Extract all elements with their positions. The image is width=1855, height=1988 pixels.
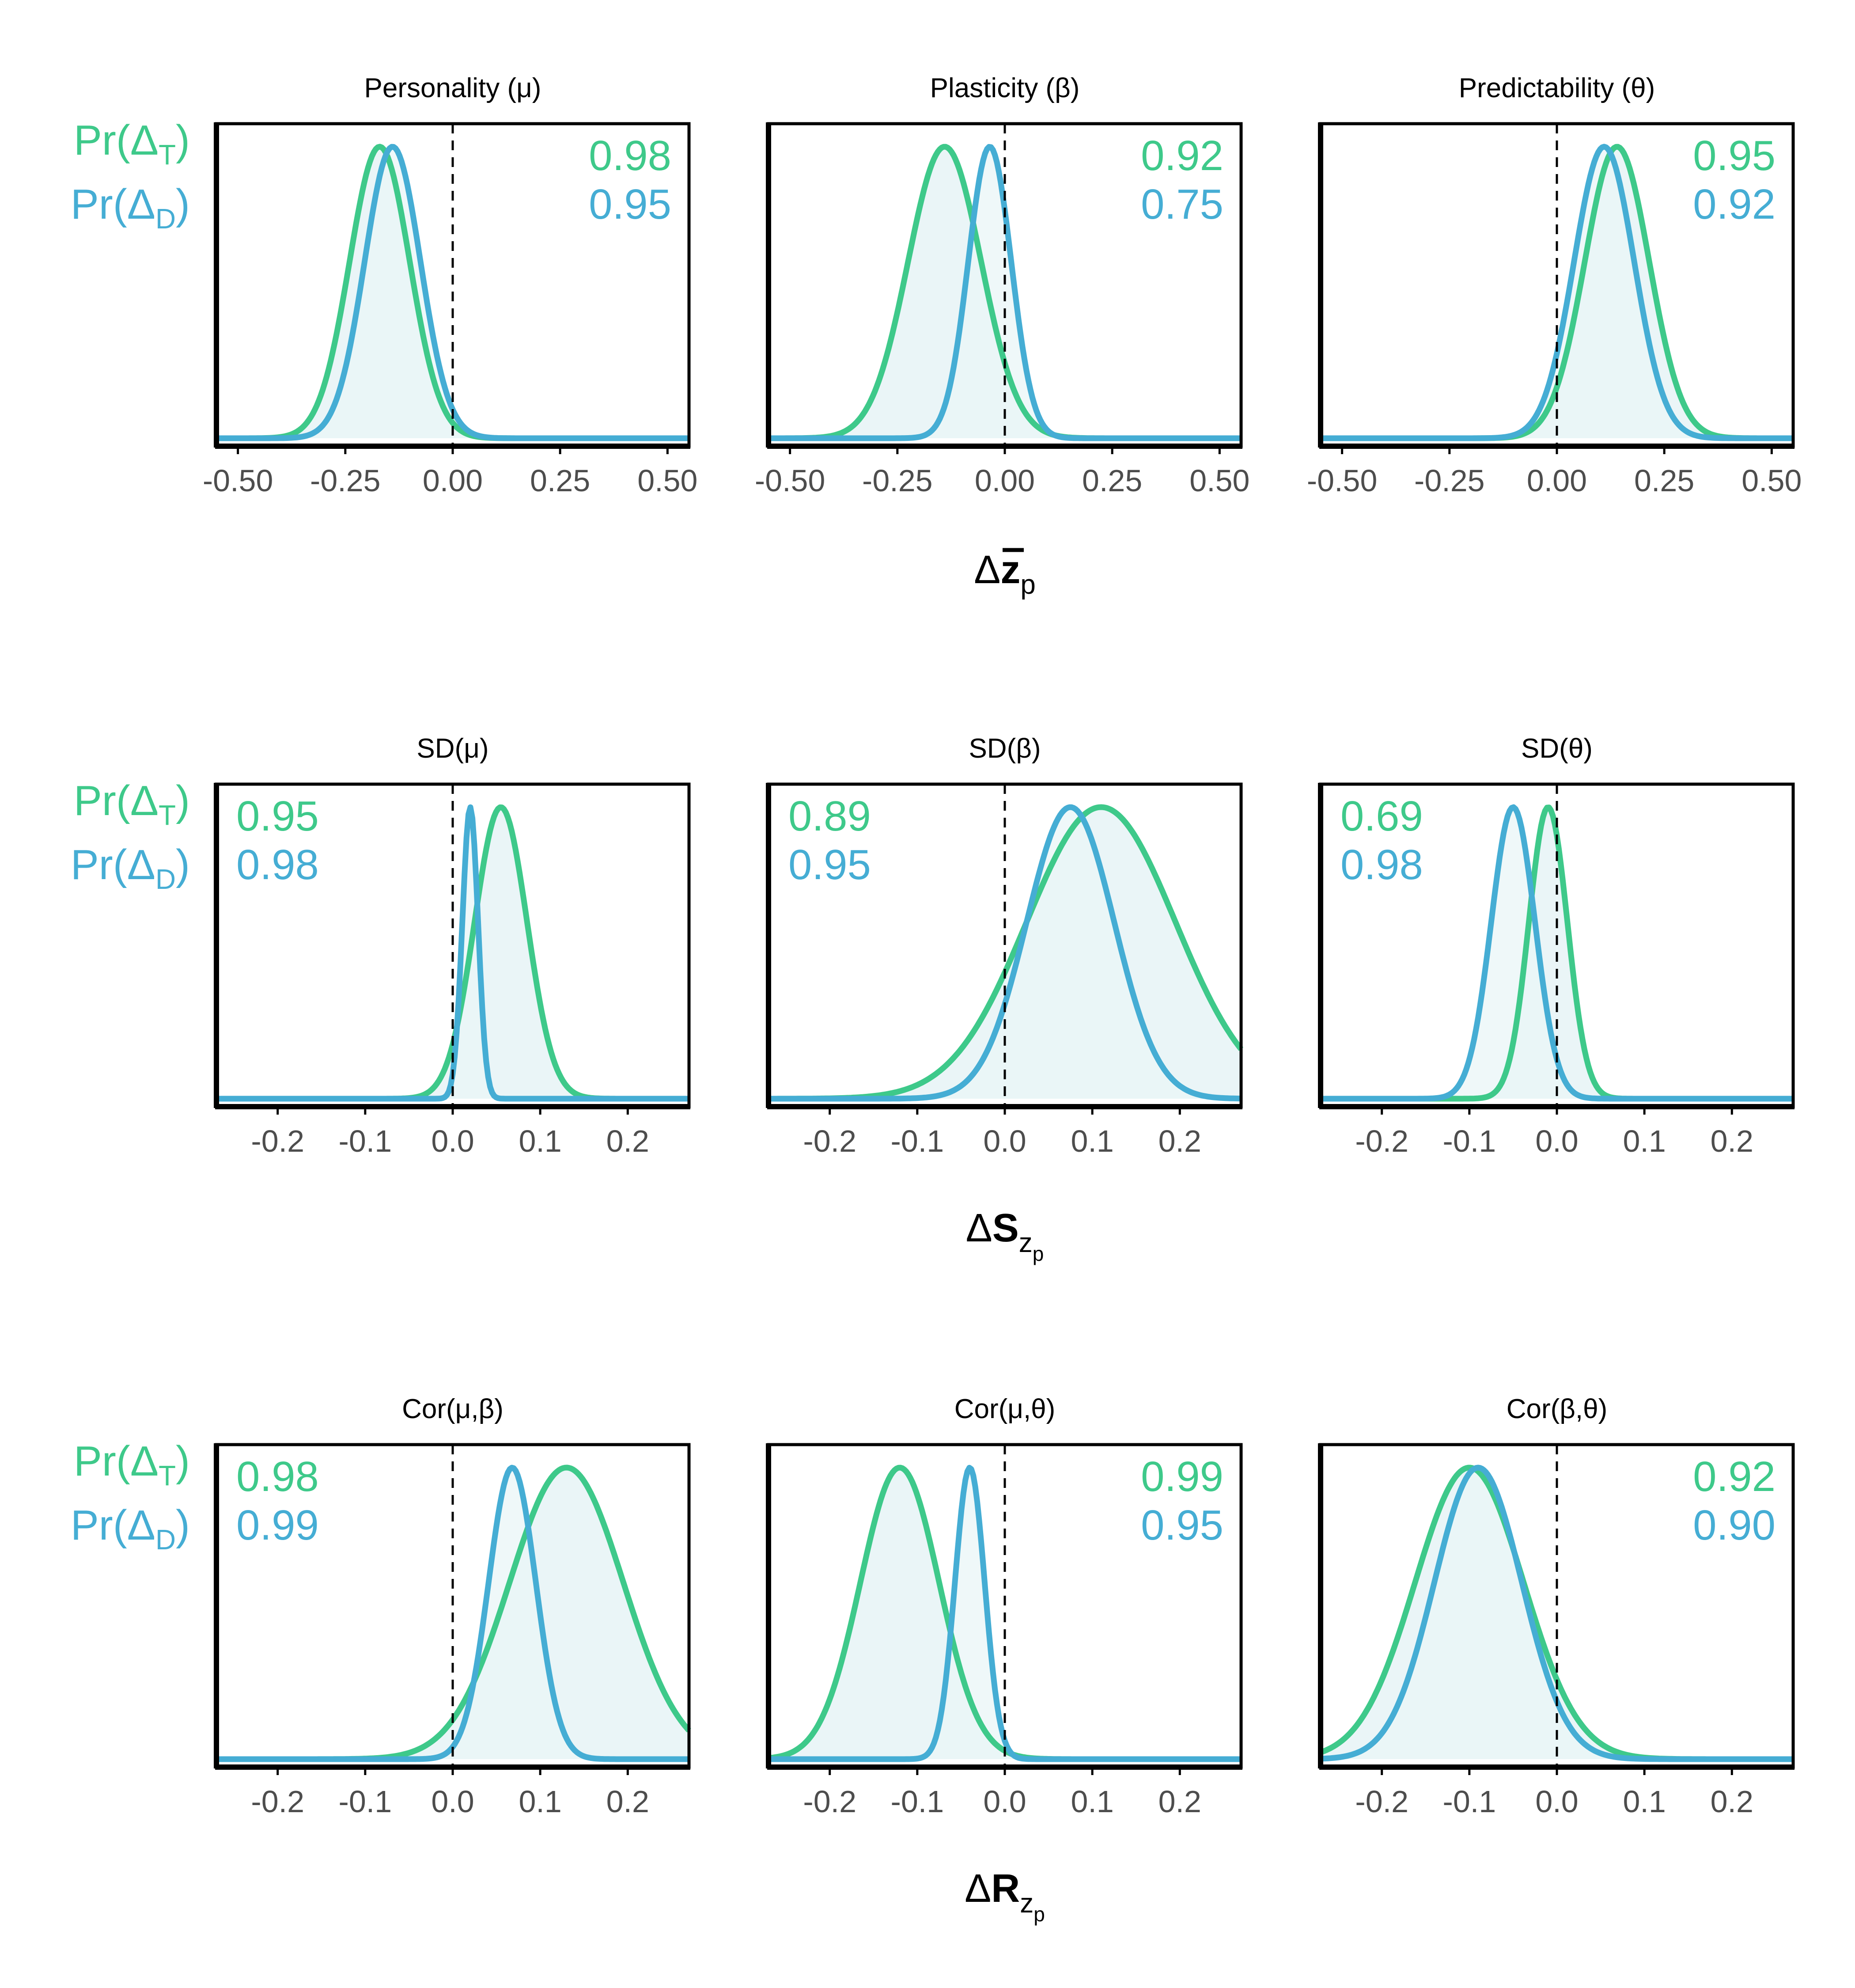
x-tick-label: 0.0 (1535, 1784, 1578, 1819)
probability-t: 0.95 (236, 793, 319, 840)
x-tick-label: -0.25 (1414, 463, 1485, 498)
x-tick-label: -0.1 (891, 1784, 944, 1819)
x-tick-label: -0.25 (862, 463, 933, 498)
panel-1: -0.50 -0.25 0.00 0.25 0.50 Plasticity (β) 0.92… (755, 73, 1250, 498)
x-tick-label: 0.00 (1527, 463, 1587, 498)
probability-d: 0.95 (589, 181, 671, 228)
panel-title: Cor(β,θ) (1507, 1394, 1608, 1424)
x-tick-label: -0.1 (339, 1784, 392, 1819)
row-legend-t: Pr(ΔT) (74, 1438, 190, 1491)
x-tick-label: 0.50 (1741, 463, 1802, 498)
x-tick-label: 0.50 (637, 463, 697, 498)
density-fill-d (1321, 1468, 1793, 1759)
x-tick-label: 0.50 (1189, 463, 1249, 498)
x-tick-label: -0.1 (339, 1124, 392, 1158)
x-tick-label: 0.1 (1623, 1124, 1666, 1158)
x-tick-label: -0.50 (203, 463, 273, 498)
x-tick-label: 0.0 (1535, 1124, 1578, 1158)
probability-d: 0.95 (788, 841, 871, 888)
x-tick-label: 0.1 (1071, 1784, 1113, 1819)
row-legend-d: Pr(ΔD) (71, 1502, 190, 1555)
row-legend-d: Pr(ΔD) (71, 841, 190, 895)
density-fill-t (216, 147, 689, 438)
x-tick-label: 0.00 (423, 463, 483, 498)
panel-title: Predictability (θ) (1459, 73, 1655, 103)
panel-title: Plasticity (β) (930, 73, 1080, 103)
x-tick-label: -0.1 (1443, 1124, 1496, 1158)
row-legend-d: Pr(ΔD) (71, 181, 190, 235)
x-tick-label: 0.1 (519, 1784, 561, 1819)
x-tick-label: 0.2 (1158, 1784, 1201, 1819)
x-tick-label: -0.50 (755, 463, 825, 498)
x-tick-label: -0.1 (891, 1124, 944, 1158)
panel-8: -0.2 -0.1 0.0 0.1 0.2 Cor(β,θ) 0.920.90 (1318, 1394, 1795, 1819)
panel-title: Personality (μ) (364, 73, 541, 103)
x-tick-label: 0.0 (983, 1124, 1026, 1158)
probability-d: 0.95 (1141, 1502, 1223, 1549)
panel-title: SD(β) (969, 733, 1041, 764)
x-tick-label: -0.2 (1355, 1784, 1408, 1819)
x-tick-label: 0.2 (606, 1784, 649, 1819)
x-tick-label: -0.2 (803, 1124, 856, 1158)
x-tick-label: -0.1 (1443, 1784, 1496, 1819)
x-tick-label: 0.2 (1158, 1124, 1201, 1158)
density-line-d (1320, 144, 1794, 441)
density-fill-d (768, 807, 1241, 1099)
x-tick-label: 0.25 (530, 463, 590, 498)
panel-title: SD(θ) (1521, 733, 1593, 764)
x-tick-label: 0.1 (1071, 1124, 1113, 1158)
x-tick-label: 0.25 (1634, 463, 1694, 498)
panel-title: Cor(μ,β) (402, 1394, 504, 1424)
density-fill-t (768, 1468, 1241, 1759)
probability-d: 0.99 (236, 1502, 319, 1549)
probability-t: 0.99 (1141, 1453, 1223, 1500)
x-tick-label: 0.0 (431, 1124, 474, 1158)
probability-t: 0.95 (1693, 132, 1776, 179)
probability-t: 0.69 (1340, 793, 1423, 840)
row-axis-label-0: Δzp (974, 548, 1036, 600)
x-tick-label: 0.00 (975, 463, 1035, 498)
x-tick-label: -0.2 (1355, 1124, 1408, 1158)
panel-3: -0.2 -0.1 0.0 0.1 0.2 SD(μ) 0.950.98 Pr(ΔT) Pr(Δ… (71, 733, 691, 1158)
probability-d: 0.98 (1340, 841, 1423, 888)
x-tick-label: -0.50 (1307, 463, 1378, 498)
panel-title: Cor(μ,θ) (954, 1394, 1056, 1424)
panel-5: -0.2 -0.1 0.0 0.1 0.2 SD(θ) 0.690.98 (1318, 733, 1795, 1158)
x-tick-label: 0.1 (1623, 1784, 1666, 1819)
row-axis-label-1: ΔSzp (966, 1206, 1044, 1265)
x-tick-label: 0.2 (606, 1124, 649, 1158)
row-axis-label-2: ΔRzp (965, 1867, 1045, 1926)
row-legend-t: Pr(ΔT) (74, 117, 190, 171)
x-tick-label: 0.2 (1711, 1124, 1753, 1158)
panel-6: -0.2 -0.1 0.0 0.1 0.2 Cor(μ,β) 0.980.99 Pr(ΔT) P… (71, 1394, 691, 1819)
probability-t: 0.89 (788, 793, 871, 840)
x-tick-label: -0.2 (251, 1784, 304, 1819)
x-tick-label: 0.0 (431, 1784, 474, 1819)
x-tick-label: -0.25 (310, 463, 381, 498)
x-tick-label: 0.1 (519, 1124, 561, 1158)
panel-7: -0.2 -0.1 0.0 0.1 0.2 Cor(μ,θ) 0.990.95 (766, 1394, 1243, 1819)
probability-t: 0.98 (236, 1453, 319, 1500)
row-legend-t: Pr(ΔT) (74, 777, 190, 831)
x-tick-label: 0.25 (1082, 463, 1142, 498)
probability-t: 0.92 (1141, 132, 1223, 179)
panel-0: -0.50 -0.25 0.00 0.25 0.50 Personality (μ) 0.9… (71, 73, 698, 498)
probability-d: 0.90 (1693, 1502, 1776, 1549)
probability-d: 0.98 (236, 841, 319, 888)
x-tick-label: 0.0 (983, 1784, 1026, 1819)
panel-4: -0.2 -0.1 0.0 0.1 0.2 SD(β) 0.890.95 (766, 733, 1244, 1158)
probability-t: 0.92 (1693, 1453, 1776, 1500)
panel-title: SD(μ) (416, 733, 488, 764)
probability-d: 0.92 (1693, 181, 1776, 228)
panel-2: -0.50 -0.25 0.00 0.25 0.50 Predictability (θ)… (1307, 73, 1802, 498)
x-tick-label: -0.2 (251, 1124, 304, 1158)
density-fill-t (216, 1468, 689, 1759)
density-line-d (768, 1464, 1242, 1762)
probability-t: 0.98 (589, 132, 671, 179)
x-tick-label: 0.2 (1711, 1784, 1753, 1819)
probability-d: 0.75 (1141, 181, 1223, 228)
x-tick-label: -0.2 (803, 1784, 856, 1819)
